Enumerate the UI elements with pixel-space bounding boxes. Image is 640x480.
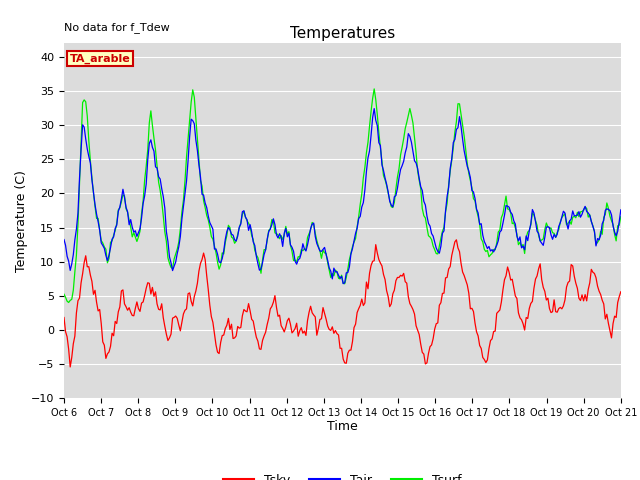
Title: Temperatures: Temperatures (290, 25, 395, 41)
Legend: Tsky, Tair, Tsurf: Tsky, Tair, Tsurf (218, 468, 467, 480)
Y-axis label: Temperature (C): Temperature (C) (15, 170, 28, 272)
Text: TA_arable: TA_arable (70, 53, 131, 64)
Text: No data for f_Tdew: No data for f_Tdew (64, 22, 170, 33)
X-axis label: Time: Time (327, 420, 358, 432)
